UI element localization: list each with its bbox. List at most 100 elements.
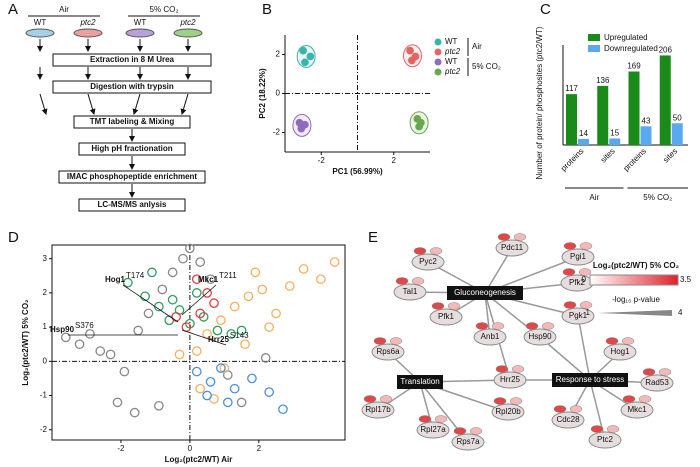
x-axis-label: Log₂(ptc2/WT) Air xyxy=(165,455,233,464)
hub-box xyxy=(447,286,523,300)
site xyxy=(373,337,387,345)
step-box xyxy=(78,142,186,156)
panel-label: D xyxy=(8,229,19,246)
x-tick-label: 0 xyxy=(188,444,193,453)
dish xyxy=(25,28,55,38)
annotation: Mkc1 xyxy=(198,275,219,284)
protein-node xyxy=(640,374,674,392)
site xyxy=(389,337,403,345)
point xyxy=(191,346,202,356)
y-tick-label: 0 xyxy=(276,89,281,98)
point xyxy=(147,267,157,278)
arrow xyxy=(132,93,141,115)
point xyxy=(219,363,230,374)
y-tick-label: 2 xyxy=(43,288,48,297)
point xyxy=(415,122,423,131)
bar xyxy=(597,85,609,145)
site xyxy=(495,365,509,373)
step-box xyxy=(52,53,212,67)
point xyxy=(191,366,202,377)
site xyxy=(590,425,604,433)
x-tick-label: 2 xyxy=(392,156,397,165)
x-axis-label: PC1 (56.99%) xyxy=(332,167,383,176)
point xyxy=(306,52,315,61)
step-label: Extraction in 8 M Urea xyxy=(90,55,175,64)
point xyxy=(181,322,192,332)
sample-label: ptc2 xyxy=(179,18,196,27)
annotation-sup: S376 xyxy=(75,321,94,330)
protein-node xyxy=(473,328,507,346)
protein-node xyxy=(551,411,585,429)
point xyxy=(216,363,226,374)
point xyxy=(202,390,212,401)
legend-title: -log₁₀ p-value xyxy=(612,295,660,304)
legend-marker xyxy=(434,48,442,56)
point xyxy=(167,267,178,278)
x-tick-label: proteins xyxy=(622,147,648,173)
value-label: 14 xyxy=(579,129,588,138)
y-tick-label: 1 xyxy=(43,322,48,331)
site xyxy=(563,301,577,309)
sample-label: ptc2 xyxy=(79,18,96,27)
point xyxy=(185,318,195,329)
point xyxy=(216,315,226,326)
y-tick-label: -1 xyxy=(40,391,48,400)
node-label: Rpl20b xyxy=(495,407,521,416)
site xyxy=(525,322,539,330)
node-label: Hog1 xyxy=(610,347,630,356)
protein-node xyxy=(495,239,529,257)
legend-min: 1 xyxy=(586,308,591,317)
node-label: Cdc28 xyxy=(556,415,580,424)
point xyxy=(229,383,240,394)
point xyxy=(297,124,306,133)
group-label: 5% CO₂ xyxy=(150,5,179,14)
annotation: Hsp90 xyxy=(50,325,75,334)
bar xyxy=(671,123,683,145)
legend-max: 3.5 xyxy=(680,275,692,284)
site xyxy=(621,337,635,345)
site xyxy=(658,368,672,376)
point xyxy=(236,325,247,336)
legend-group: Air xyxy=(472,42,482,51)
point xyxy=(260,353,271,363)
legend-title: Log₂(ptc2/WT) 5% CO₂ xyxy=(593,261,680,270)
protein-node xyxy=(451,433,485,451)
node-label: Ptc2 xyxy=(597,435,614,444)
protein-node xyxy=(416,421,450,439)
site xyxy=(469,427,483,435)
x-tick-label: -2 xyxy=(318,156,326,165)
bar xyxy=(640,126,652,145)
hub-box xyxy=(397,375,443,389)
site xyxy=(434,415,448,423)
arrow xyxy=(180,93,189,115)
x-tick-label: sites xyxy=(661,147,679,165)
site xyxy=(579,242,593,250)
site xyxy=(363,395,377,403)
y-axis-label: PC2 (18.22%) xyxy=(258,68,267,119)
site xyxy=(418,415,432,423)
bar xyxy=(628,71,640,145)
hub-label: Translation xyxy=(400,377,439,386)
step-label: TMT labeling & Mixing xyxy=(90,117,175,126)
width-scale xyxy=(598,310,672,316)
site xyxy=(395,277,409,285)
point xyxy=(212,325,223,336)
site xyxy=(447,302,461,310)
x-tick-label: proteins xyxy=(559,147,585,173)
dish xyxy=(125,28,155,38)
step-label: High pH fractionation xyxy=(91,144,172,153)
step-box xyxy=(73,115,191,129)
point xyxy=(209,298,219,309)
site xyxy=(579,301,593,309)
protein-node xyxy=(411,253,445,271)
panel-label: C xyxy=(540,1,551,18)
point xyxy=(198,311,209,322)
leader xyxy=(122,284,179,323)
site xyxy=(569,405,583,413)
panel-label: B xyxy=(262,1,272,18)
arrow xyxy=(87,93,96,115)
x-tick-label: 2 xyxy=(257,444,262,453)
point xyxy=(264,322,275,332)
point xyxy=(185,243,195,254)
point xyxy=(191,288,202,298)
